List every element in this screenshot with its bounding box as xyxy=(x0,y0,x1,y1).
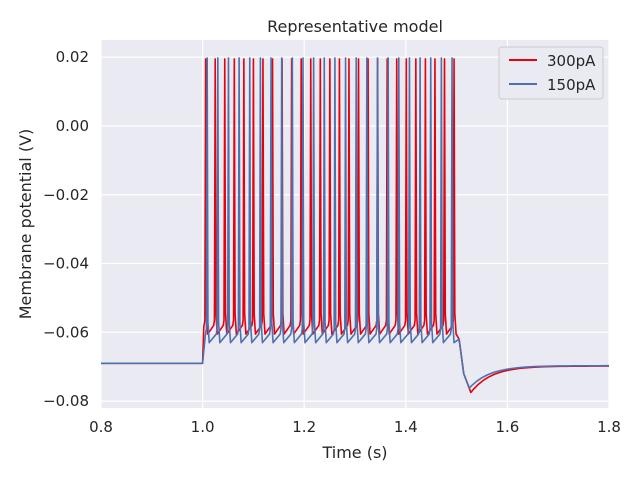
y-tick-labels: 0.02 0.00 −0.02 −0.04 −0.06 −0.08 xyxy=(43,48,89,410)
y-tick-label: 0.02 xyxy=(56,48,89,66)
x-tick-label: 0.8 xyxy=(89,418,113,436)
series-layer xyxy=(101,57,609,394)
y-tick-label: −0.04 xyxy=(43,255,89,273)
y-tick-label: −0.06 xyxy=(43,323,89,341)
series-line-150pa xyxy=(101,57,609,389)
chart-title: Representative model xyxy=(267,17,443,36)
x-tick-label: 1.6 xyxy=(495,418,519,436)
x-tick-label: 1.2 xyxy=(292,418,316,436)
y-tick-label: 0.00 xyxy=(56,117,89,135)
legend-label-300pa: 300pA xyxy=(547,52,596,70)
x-axis-label: Time (s) xyxy=(321,443,387,462)
x-tick-label: 1.8 xyxy=(597,418,621,436)
x-tick-label: 1.0 xyxy=(191,418,215,436)
legend-label-150pa: 150pA xyxy=(547,76,596,94)
x-tick-label: 1.4 xyxy=(394,418,418,436)
y-tick-label: −0.02 xyxy=(43,186,89,204)
x-tick-labels: 0.8 1.0 1.2 1.4 1.6 1.8 xyxy=(89,418,621,436)
series-line-300pa xyxy=(101,58,609,394)
y-axis-label: Membrane potential (V) xyxy=(16,129,35,320)
legend: 300pA 150pA xyxy=(498,46,604,100)
y-tick-label: −0.08 xyxy=(43,392,89,410)
